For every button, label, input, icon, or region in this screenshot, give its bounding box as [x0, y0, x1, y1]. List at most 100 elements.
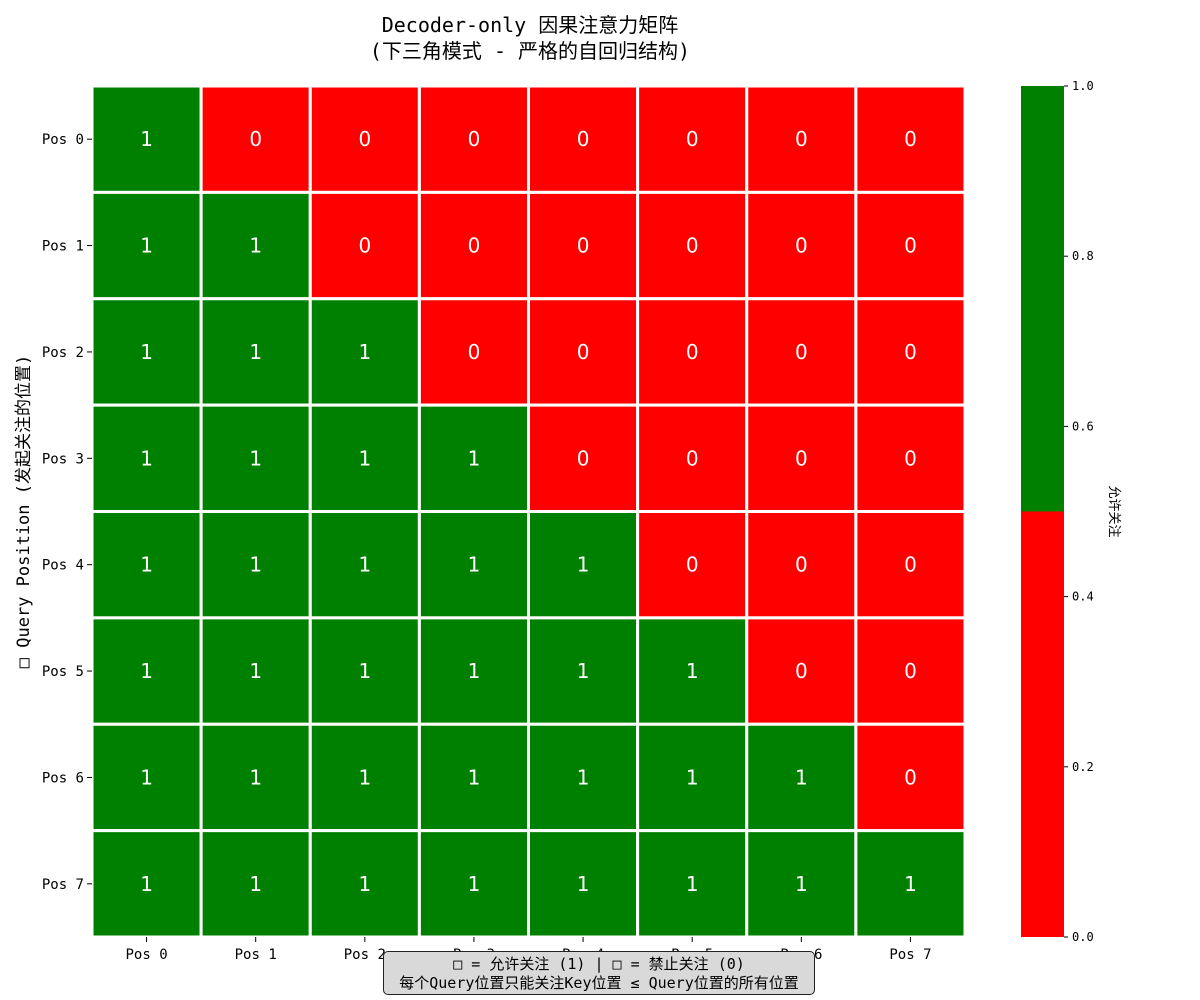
y-axis-label: □ Query Position (发起关注的位置): [14, 355, 34, 668]
cell-value-label: 1: [358, 553, 371, 577]
cell-value-label: 0: [795, 340, 808, 364]
colorbar-tick-label: 0.8: [1072, 249, 1094, 263]
legend-note-line1: □ = 允许关注 (1) | □ = 禁止关注 (0): [453, 955, 745, 973]
heatmap-cell-r1-c7: [854, 190, 967, 301]
cell-value-label: 0: [904, 340, 917, 364]
colorbar-tick-label: 1.0: [1072, 79, 1094, 93]
chart-title-line1: Decoder-only 因果注意力矩阵: [381, 13, 679, 37]
heatmap-cell-r1-c5: [636, 190, 749, 301]
cell-value-label: 0: [358, 127, 371, 151]
heatmap-cell-r6-c4: [527, 722, 640, 833]
cell-value-label: 0: [686, 553, 699, 577]
cell-value-label: 0: [577, 234, 590, 258]
cell-value-label: 1: [577, 659, 590, 683]
cell-value-label: 0: [577, 446, 590, 470]
heatmap-cell-r3-c7: [854, 403, 967, 513]
cell-value-label: 0: [904, 765, 917, 789]
cell-value-label: 1: [358, 765, 371, 789]
heatmap-cell-r5-c1: [199, 616, 312, 726]
cell-value-label: 0: [249, 127, 262, 151]
cell-value-label: 1: [686, 872, 699, 896]
cell-value-label: 0: [577, 340, 590, 364]
heatmap-cell-r4-c4: [527, 510, 640, 620]
cell-value-label: 0: [795, 553, 808, 577]
heatmap-cell-r3-c2: [308, 403, 421, 513]
heatmap-cell-r6-c7: [854, 722, 967, 833]
y-tick-label: Pos 1: [42, 239, 84, 255]
cell-value-label: 0: [468, 127, 481, 151]
cell-value-label: 1: [249, 765, 262, 789]
cell-value-label: 0: [468, 340, 481, 364]
x-tick-label: Pos 0: [125, 947, 167, 963]
heatmap-cell-r2-c0: [90, 297, 203, 407]
heatmap-cell-r4-c7: [854, 510, 967, 620]
cell-value-label: 0: [904, 446, 917, 470]
colorbar-masked-segment: [1021, 511, 1064, 937]
cell-value-label: 0: [468, 234, 481, 258]
heatmap-cell-r6-c3: [417, 722, 530, 833]
heatmap-cell-r4-c3: [417, 510, 530, 620]
cell-value-label: 1: [468, 765, 481, 789]
cell-value-label: 1: [140, 765, 153, 789]
heatmap-cell-r3-c3: [417, 403, 530, 513]
heatmap-cell-r3-c1: [199, 403, 312, 513]
y-tick-label: Pos 5: [42, 664, 84, 680]
cell-value-label: 1: [249, 659, 262, 683]
cell-value-label: 1: [468, 659, 481, 683]
heatmap-cell-r4-c5: [636, 510, 749, 620]
colorbar-label: 允许关注: [1106, 485, 1122, 537]
heatmap-cell-r5-c7: [854, 616, 967, 726]
cell-value-label: 1: [358, 446, 371, 470]
heatmap-cell-r7-c7: [854, 829, 967, 939]
cell-value-label: 0: [904, 659, 917, 683]
colorbar-tick-label: 0.4: [1072, 590, 1094, 604]
heatmap-cell-r7-c4: [527, 829, 640, 939]
heatmap-cell-r3-c6: [745, 403, 858, 513]
cell-value-label: 0: [795, 127, 808, 151]
heatmap-cell-r2-c6: [745, 297, 858, 407]
cell-value-label: 0: [795, 234, 808, 258]
cell-value-label: 1: [140, 340, 153, 364]
cell-value-label: 0: [795, 659, 808, 683]
y-tick-label: Pos 3: [42, 451, 84, 467]
cell-value-label: 1: [249, 340, 262, 364]
heatmap-cell-r7-c1: [199, 829, 312, 939]
cell-value-label: 1: [795, 872, 808, 896]
heatmap-cell-r6-c5: [636, 722, 749, 833]
cell-value-label: 0: [686, 340, 699, 364]
cell-value-label: 0: [686, 234, 699, 258]
cell-value-label: 1: [904, 872, 917, 896]
colorbar-tick-label: 0.6: [1072, 419, 1094, 433]
heatmap-cell-r6-c0: [90, 722, 203, 833]
cell-value-label: 1: [468, 446, 481, 470]
cell-value-label: 1: [468, 872, 481, 896]
colorbar-tick-label: 0.0: [1072, 930, 1094, 944]
heatmap-cell-r0-c4: [527, 84, 640, 194]
y-tick-label: Pos 6: [42, 770, 84, 786]
heatmap-cell-r6-c6: [745, 722, 858, 833]
cell-value-label: 1: [249, 553, 262, 577]
cell-value-label: 1: [358, 872, 371, 896]
heatmap-cell-r0-c6: [745, 84, 858, 194]
cell-value-label: 1: [358, 340, 371, 364]
y-tick-label: Pos 0: [42, 132, 84, 148]
heatmap-cell-r2-c1: [199, 297, 312, 407]
x-tick-label: Pos 7: [889, 947, 931, 963]
cell-value-label: 1: [140, 553, 153, 577]
cell-value-label: 0: [904, 127, 917, 151]
cell-value-label: 0: [686, 127, 699, 151]
cell-value-label: 1: [577, 872, 590, 896]
colorbar-tick-label: 0.2: [1072, 760, 1094, 774]
cell-value-label: 1: [140, 872, 153, 896]
cell-value-label: 1: [140, 127, 153, 151]
legend-note-line2: 每个Query位置只能关注Key位置 ≤ Query位置的所有位置: [399, 974, 799, 992]
heatmap-cell-r3-c5: [636, 403, 749, 513]
y-tick-label: Pos 7: [42, 877, 84, 893]
cell-value-label: 1: [140, 446, 153, 470]
heatmap-cell-r1-c3: [417, 190, 530, 301]
heatmap-cell-r0-c7: [854, 84, 967, 194]
legend-note-box: □ = 允许关注 (1) | □ = 禁止关注 (0) 每个Query位置只能关…: [383, 951, 815, 995]
cell-value-label: 1: [249, 446, 262, 470]
cell-value-label: 1: [795, 765, 808, 789]
